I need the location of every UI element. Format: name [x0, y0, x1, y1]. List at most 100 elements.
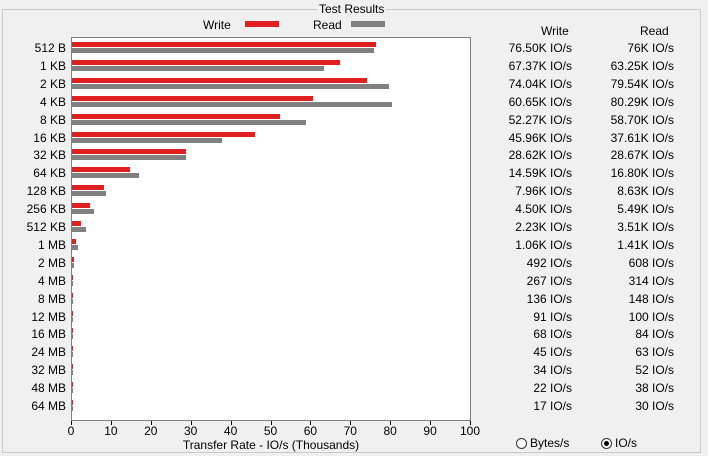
category-label: 128 KB [26, 184, 66, 199]
write-bar [72, 77, 367, 83]
read-value: 5.49K IO/s [617, 202, 674, 217]
read-value: 1.41K IO/s [617, 237, 674, 252]
write-value: 492 IO/s [526, 255, 572, 270]
read-value: 80.29K IO/s [610, 94, 674, 109]
category-label: 64 MB [31, 399, 66, 413]
write-bar [72, 185, 104, 191]
write-bar [72, 400, 73, 405]
write-bar [72, 328, 73, 334]
x-tick-mark [230, 421, 232, 425]
group-title: Test Results [317, 2, 387, 16]
category-label: 2 MB [37, 255, 66, 270]
write-value: 22 IO/s [533, 381, 572, 396]
category-label: 2 KB [39, 76, 66, 91]
read-bar [72, 388, 73, 394]
write-value: 74.04K IO/s [508, 76, 572, 91]
read-bar [72, 280, 74, 286]
read-column-header: Read [640, 24, 669, 38]
category-label: 24 MB [31, 345, 66, 360]
category-label: 4 KB [39, 94, 66, 109]
write-bar [72, 167, 131, 173]
category-label: 4 MB [37, 273, 66, 288]
read-value: 148 IO/s [628, 291, 674, 306]
read-value: 28.67K IO/s [610, 148, 674, 163]
read-value: 63.25K IO/s [610, 58, 674, 73]
x-tick-mark [150, 421, 152, 425]
category-label: 48 MB [31, 381, 66, 396]
category-label: 32 KB [33, 148, 66, 163]
write-value: 136 IO/s [526, 291, 572, 306]
read-value: 30 IO/s [635, 399, 674, 413]
read-bar [72, 334, 73, 340]
radio-io-circle[interactable] [601, 438, 612, 449]
read-bar [72, 83, 389, 89]
write-bar [72, 149, 186, 155]
write-bar [72, 256, 74, 262]
legend-read-swatch [351, 21, 385, 27]
x-tick-label: 0 [67, 424, 75, 438]
read-bar [72, 155, 187, 161]
read-bar [72, 352, 73, 358]
write-value: 52.27K IO/s [508, 112, 572, 127]
category-label: 512 KB [26, 220, 66, 234]
chart-plot-area [71, 37, 471, 421]
x-tick-mark [270, 421, 272, 425]
category-label: 12 MB [31, 309, 66, 324]
write-bar [72, 310, 73, 316]
write-value: 4.50K IO/s [515, 202, 572, 217]
read-value: 8.63K IO/s [617, 184, 674, 199]
x-tick-label: 30 [184, 424, 198, 438]
write-value: 28.62K IO/s [508, 148, 572, 163]
radio-io-per-sec[interactable]: IO/s [601, 436, 637, 450]
radio-bytes-circle[interactable] [516, 438, 527, 449]
read-bar [72, 191, 107, 197]
x-tick-mark [190, 421, 192, 425]
write-value: 91 IO/s [533, 309, 572, 324]
read-bar [72, 65, 324, 71]
category-label: 32 MB [31, 363, 66, 378]
read-bar [72, 370, 73, 376]
read-value: 76K IO/s [627, 41, 674, 55]
read-value: 3.51K IO/s [617, 220, 674, 234]
write-value: 67.37K IO/s [508, 58, 572, 73]
x-tick-label: 100 [459, 424, 481, 438]
x-tick-label: 40 [223, 424, 238, 438]
write-value: 2.23K IO/s [515, 220, 572, 234]
read-value: 100 IO/s [628, 309, 674, 324]
legend-write-label: Write [203, 18, 231, 32]
read-bar [72, 316, 73, 322]
x-tick-label: 80 [383, 424, 397, 438]
write-bar [72, 364, 73, 370]
read-bar [72, 262, 75, 268]
x-tick-mark [110, 421, 112, 425]
read-bar [72, 48, 375, 53]
read-bar [72, 406, 73, 411]
category-label: 256 KB [26, 202, 66, 217]
x-tick-label: 20 [144, 424, 158, 438]
read-bar [72, 298, 73, 304]
read-bar [72, 119, 306, 125]
legend-read-label: Read [313, 18, 342, 32]
category-label: 1 MB [37, 237, 66, 252]
category-label: 64 KB [33, 166, 66, 181]
write-value: 17 IO/s [533, 399, 572, 413]
x-tick-mark [310, 421, 312, 425]
write-value: 14.59K IO/s [508, 166, 572, 181]
category-label: 8 KB [39, 112, 66, 127]
category-label: 16 KB [33, 130, 66, 145]
write-value: 7.96K IO/s [515, 184, 572, 199]
x-tick-label: 60 [303, 424, 318, 438]
read-bar [72, 227, 86, 232]
radio-io-label: IO/s [615, 436, 638, 450]
read-value: 52 IO/s [635, 363, 674, 378]
write-value: 267 IO/s [526, 273, 572, 288]
write-value: 34 IO/s [533, 363, 572, 378]
read-bar [72, 137, 222, 143]
radio-bytes-per-sec[interactable]: Bytes/s [516, 436, 569, 450]
x-axis-label: Transfer Rate - IO/s (Thousands) [182, 438, 360, 452]
write-bar [72, 203, 90, 209]
x-tick-mark [71, 421, 72, 425]
write-bar [72, 59, 341, 65]
write-bar [72, 95, 314, 101]
write-bar [72, 131, 255, 137]
